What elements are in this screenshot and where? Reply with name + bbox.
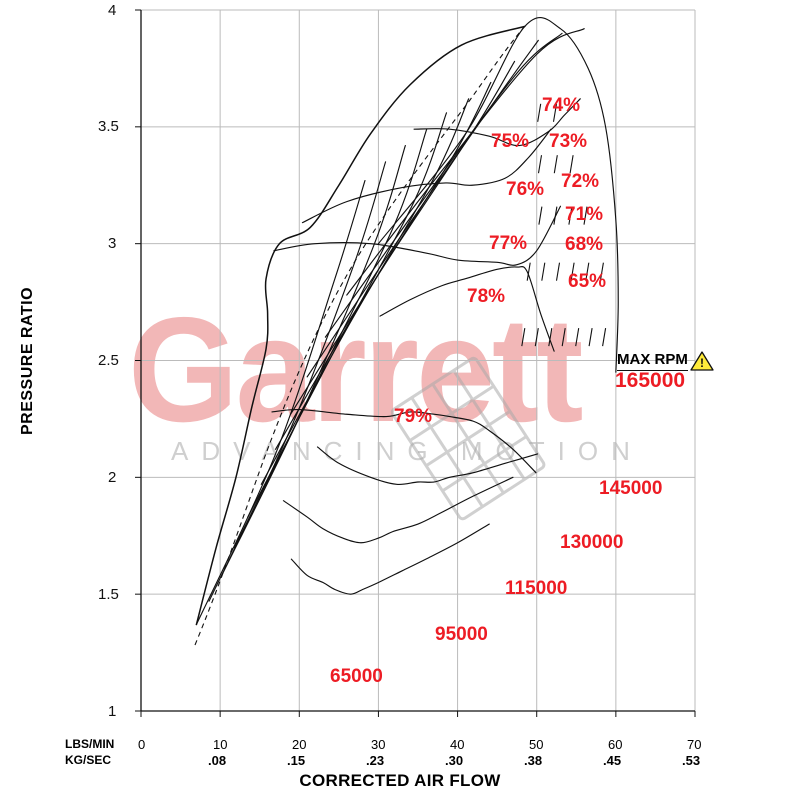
svg-text:!: ! — [700, 356, 704, 370]
